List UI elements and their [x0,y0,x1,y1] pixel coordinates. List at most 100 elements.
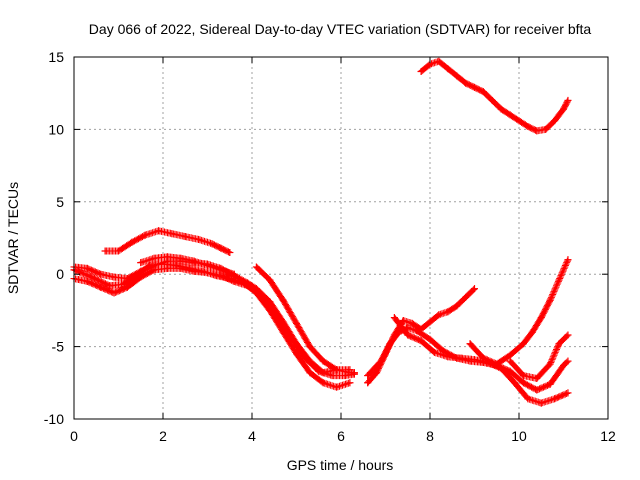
data-point [533,386,541,394]
series-arc-3 [70,264,354,391]
data-point [226,248,234,256]
data-point [511,379,519,387]
data-point [551,117,559,125]
x-tick-label: 10 [511,428,527,444]
series-arc-5 [137,253,238,278]
data-point [546,296,554,304]
data-point [462,293,470,301]
data-point [266,306,274,314]
x-axis-label: GPS time / hours [287,457,394,473]
data-point [457,354,465,362]
x-tick-label: 0 [70,428,78,444]
y-tick-label: 10 [48,121,64,137]
data-point [333,383,341,391]
data-point [471,83,478,91]
x-tick-label: 12 [600,428,616,444]
tick-layer: 0 2 4 6 8 10 12 -10 -5 0 5 10 15 [44,49,616,444]
x-tick-label: 4 [248,428,256,444]
data-point [150,254,158,262]
data-point [252,263,260,271]
data-point [110,289,118,297]
data-point [208,240,216,248]
data-layer [70,57,572,407]
data-point [306,343,314,351]
x-tick-label: 8 [426,428,434,444]
data-point [564,96,572,104]
data-point [426,318,434,326]
data-point [204,269,211,277]
data-point [252,289,260,297]
data-point [564,331,572,339]
data-point [546,360,554,368]
data-point [168,230,176,238]
data-point [515,117,523,125]
data-point [266,276,274,284]
data-point [528,328,536,336]
data-point [466,340,474,348]
data-point [533,374,541,382]
data-point [110,273,118,281]
data-point [471,356,478,364]
data-point [301,354,309,362]
data-point [97,270,105,278]
data-point [404,331,412,339]
data-point [546,380,554,388]
data-point [155,227,163,235]
data-point [444,308,452,316]
data-point [279,296,287,304]
data-point [230,270,238,278]
y-tick-label: 5 [56,194,64,210]
data-point [181,233,189,241]
data-point [279,328,287,336]
data-point [195,235,203,243]
data-point [328,372,336,380]
data-point [150,266,158,274]
data-point [190,257,198,265]
data-point [417,337,425,345]
data-point [217,266,225,274]
y-tick-label: -5 [52,339,65,355]
data-point [506,111,514,119]
data-point [564,357,572,365]
data-point [319,379,327,387]
data-point [217,244,225,252]
data-point [524,395,532,403]
data-point [97,283,105,291]
series-arc-4 [101,227,234,256]
data-point [435,311,443,319]
data-point [83,277,91,285]
data-point [444,353,452,361]
data-point [471,285,478,293]
data-point [555,340,563,348]
data-point [555,276,563,284]
data-point [123,283,131,291]
data-point [163,264,171,272]
data-point [350,369,358,377]
data-point [524,123,532,131]
series-arc-11 [506,331,572,382]
data-point [537,314,545,322]
data-point [390,314,398,322]
data-point [177,254,185,262]
series-arc-12 [417,57,572,135]
data-point [137,273,145,281]
data-point [537,399,545,407]
data-point [488,96,496,104]
data-point [83,264,91,272]
series-arc-6 [252,263,358,377]
data-point [115,247,122,255]
y-axis-label: SDTVAR / TECUs [5,182,21,294]
data-point [435,57,443,65]
data-point [497,105,505,113]
data-point [444,65,452,73]
x-tick-label: 2 [159,428,167,444]
data-point [395,328,403,336]
data-point [462,79,470,87]
data-point [163,253,171,261]
data-point [497,364,505,372]
data-point [190,267,198,275]
data-point [141,231,149,239]
data-point [560,361,567,369]
data-point [564,389,572,397]
